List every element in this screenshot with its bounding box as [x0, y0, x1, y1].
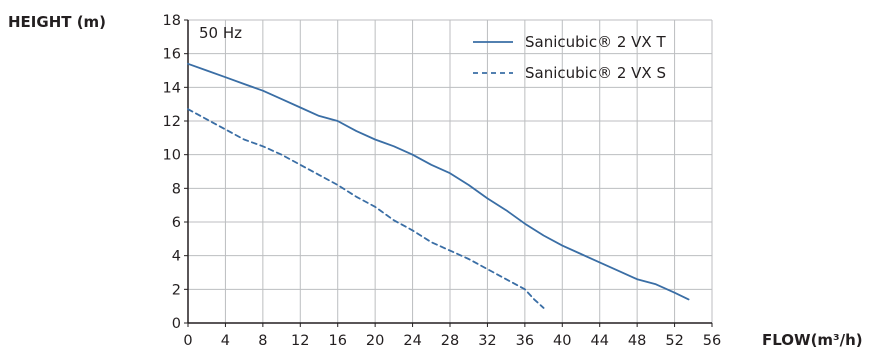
- x-tick-label: 44: [590, 333, 608, 347]
- x-tick-label: 0: [183, 333, 192, 347]
- series-line-vx-s: [187, 108, 545, 309]
- y-tick-label: 16: [163, 47, 181, 63]
- y-tick-label: 14: [163, 80, 181, 96]
- y-tick-label: 6: [172, 215, 181, 231]
- y-tick-label: 4: [172, 249, 181, 265]
- x-tick-label: 36: [516, 333, 534, 347]
- legend-label-vx-s: Sanicubic® 2 VX S: [525, 64, 666, 82]
- x-tick-label: 8: [258, 333, 267, 347]
- x-tick-label: 12: [291, 333, 309, 347]
- series-line-vx-t: [187, 62, 690, 301]
- y-tick-label: 18: [163, 13, 181, 29]
- y-tick-label: 0: [172, 316, 181, 332]
- series-layer: [187, 62, 690, 309]
- x-tick-label: 16: [328, 333, 346, 347]
- grid-layer: [188, 19, 713, 323]
- y-axis-title: HEIGHT (m): [8, 13, 106, 31]
- x-tick-label: 48: [628, 333, 646, 347]
- x-tick-label: 52: [665, 333, 683, 347]
- y-tick-label: 12: [163, 114, 181, 130]
- y-tick-label: 8: [172, 181, 181, 197]
- x-tick-label: 28: [441, 333, 459, 347]
- legend: Sanicubic® 2 VX T Sanicubic® 2 VX S: [473, 33, 666, 82]
- x-tick-label: 4: [221, 333, 230, 347]
- label-layer: 0 4 8 12 16 20 24 28 32 36 40 44 48 52 560246810121416…: [163, 13, 722, 349]
- frequency-note: 50 Hz: [199, 24, 242, 42]
- x-tick-label: 20: [366, 333, 384, 347]
- x-tick-label: 32: [478, 333, 496, 347]
- y-tick-label: 2: [172, 282, 181, 298]
- x-tick-label: 56: [703, 333, 721, 347]
- legend-label-vx-t: Sanicubic® 2 VX T: [525, 33, 666, 51]
- x-axis-title: FLOW(m³/h): [762, 331, 863, 347]
- x-tick-label: 24: [403, 333, 421, 347]
- y-tick-label: 10: [163, 148, 181, 164]
- axis-layer: [184, 19, 713, 327]
- x-tick-label: 40: [553, 333, 571, 347]
